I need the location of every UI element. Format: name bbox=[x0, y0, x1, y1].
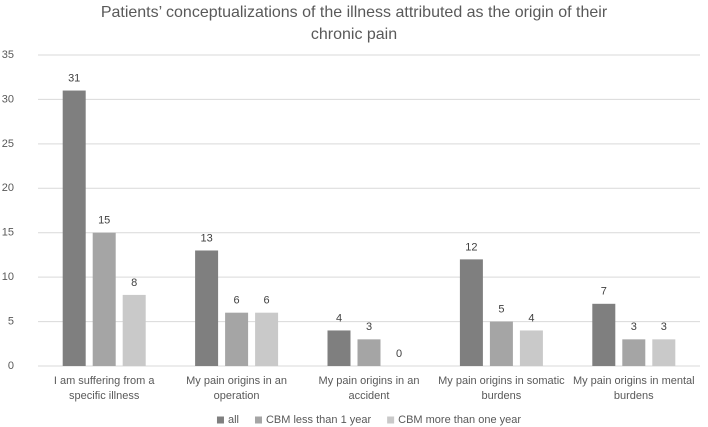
bar bbox=[195, 250, 219, 366]
y-tick-label: 5 bbox=[8, 315, 14, 327]
y-tick-label: 0 bbox=[8, 360, 14, 372]
y-tick-label: 30 bbox=[2, 93, 14, 105]
legend-swatch bbox=[387, 416, 395, 424]
bar bbox=[519, 330, 543, 366]
bar bbox=[92, 232, 116, 366]
bar bbox=[255, 312, 279, 366]
x-tick-label: My pain origins in mental burdens bbox=[572, 375, 695, 402]
bar bbox=[122, 294, 146, 366]
legend-label: CBM less than 1 year bbox=[266, 414, 371, 426]
legend-swatch bbox=[216, 416, 224, 424]
bar bbox=[357, 339, 381, 366]
y-tick-label: 15 bbox=[2, 227, 14, 239]
data-label: 4 bbox=[336, 312, 342, 324]
data-label: 15 bbox=[98, 215, 110, 227]
data-label: 5 bbox=[498, 303, 504, 315]
y-tick-label: 10 bbox=[2, 271, 14, 283]
x-tick-label: My pain origins in an accident bbox=[318, 375, 420, 402]
data-label: 6 bbox=[264, 295, 270, 307]
x-tick-label: My pain origins in somatic burdens bbox=[438, 375, 565, 402]
data-label: 12 bbox=[465, 241, 477, 253]
y-tick-label: 25 bbox=[2, 138, 14, 150]
data-label: 13 bbox=[200, 232, 212, 244]
data-label: 8 bbox=[131, 277, 137, 289]
chart-title: Patients’ conceptualizations of the illn… bbox=[100, 4, 608, 43]
y-tick-label: 35 bbox=[2, 49, 14, 61]
data-label: 3 bbox=[661, 321, 667, 333]
x-tick-label: I am suffering from a specific illness bbox=[53, 375, 155, 402]
bar bbox=[652, 339, 676, 366]
y-tick-label: 20 bbox=[2, 182, 14, 194]
x-tick-label: My pain origins in an operation bbox=[186, 375, 288, 402]
data-label: 7 bbox=[601, 286, 607, 298]
legend-label: all bbox=[228, 414, 239, 426]
legend-swatch bbox=[254, 416, 262, 424]
bar bbox=[489, 321, 513, 366]
data-label: 3 bbox=[366, 321, 372, 333]
bar bbox=[459, 259, 483, 366]
legend-label: CBM more than one year bbox=[398, 414, 521, 426]
bar bbox=[327, 330, 351, 366]
bar bbox=[62, 90, 86, 367]
bar bbox=[622, 339, 646, 366]
data-label: 31 bbox=[68, 72, 80, 84]
data-label: 3 bbox=[631, 321, 637, 333]
data-label: 4 bbox=[528, 312, 534, 324]
bar bbox=[225, 312, 249, 366]
bar bbox=[592, 303, 616, 366]
data-label: 6 bbox=[234, 295, 240, 307]
data-label: 0 bbox=[396, 348, 402, 360]
